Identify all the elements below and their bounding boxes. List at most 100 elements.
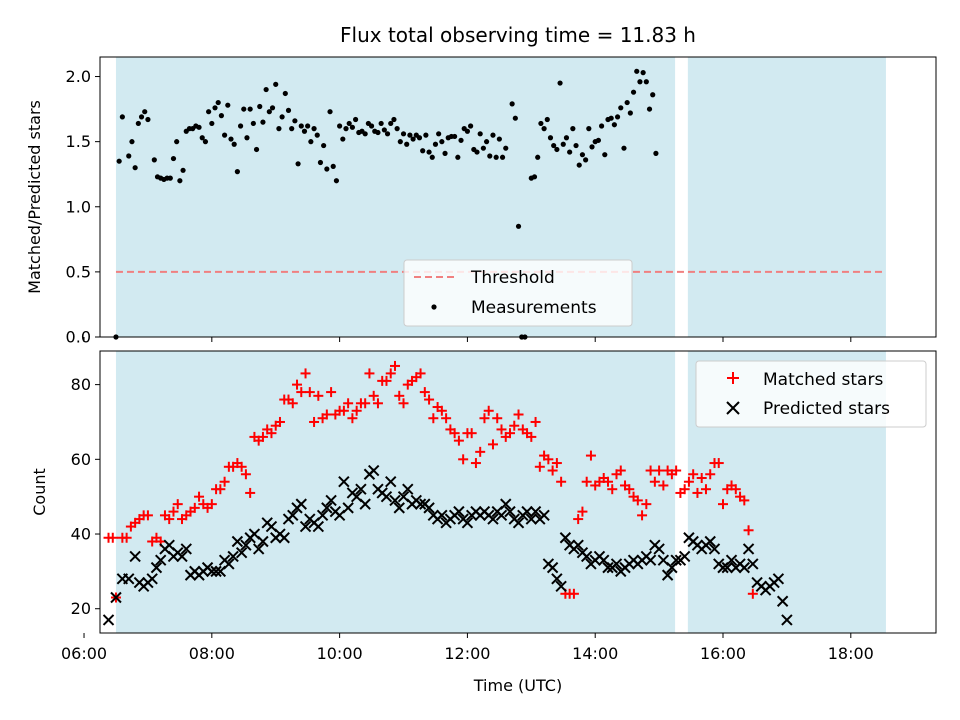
measurement-point <box>295 161 301 167</box>
measurement-point <box>576 162 582 168</box>
measurement-point <box>305 123 311 129</box>
matched-star-point <box>739 495 750 506</box>
measurement-point <box>420 148 426 154</box>
measurement-point <box>269 105 276 111</box>
predicted-star-point <box>287 509 299 522</box>
measurement-point <box>538 120 544 127</box>
matched-star-point <box>372 398 383 409</box>
matched-star-point <box>296 387 307 398</box>
predicted-star-point <box>555 580 567 593</box>
measurement-point <box>222 132 228 138</box>
matched-star-point <box>347 413 358 424</box>
measurement-point <box>321 142 327 149</box>
measurement-point <box>180 167 186 173</box>
predicted-star-point <box>495 509 508 522</box>
measurement-point <box>634 68 640 74</box>
matched-star-point <box>513 409 524 420</box>
predicted-star-point <box>380 490 393 503</box>
measurement-point <box>439 139 445 145</box>
measurement-point <box>206 109 212 115</box>
matched-star-point <box>641 499 652 510</box>
predicted-star-point <box>299 520 312 533</box>
predicted-star-point <box>776 595 789 607</box>
measurement-point <box>416 135 423 141</box>
predicted-star-point <box>359 498 371 510</box>
measurement-point <box>247 106 253 112</box>
predicted-star-point <box>708 543 721 555</box>
measurement-point <box>621 145 627 151</box>
measurement-point <box>611 122 617 128</box>
matched-star-point <box>581 476 592 487</box>
measurement-point <box>167 175 173 181</box>
measurement-point <box>142 109 148 115</box>
bottom-y-tick-label: 80 <box>71 375 91 394</box>
matched-star-point <box>168 506 179 517</box>
measurement-point <box>640 70 646 76</box>
shaded-interval-2 <box>687 57 886 337</box>
matched-star-point <box>547 465 558 476</box>
matched-star-point <box>649 476 660 487</box>
predicted-star-point <box>436 509 448 522</box>
measurement-point <box>257 103 263 110</box>
measurement-point <box>608 115 614 121</box>
top-y-tick-label: 1.0 <box>66 197 91 216</box>
measurement-point <box>547 135 554 141</box>
matched-star-point <box>360 398 371 409</box>
matched-star-point <box>679 484 690 495</box>
measurement-point <box>132 165 138 171</box>
matched-legend-label: Matched stars <box>763 370 883 390</box>
predicted-star-point <box>772 573 785 585</box>
measurement-point <box>282 90 288 97</box>
predicted-star-point <box>316 509 329 522</box>
matched-star-point <box>479 413 490 424</box>
measurement-point <box>509 101 515 107</box>
matched-star-point <box>688 469 699 480</box>
top-y-tick-label: 0.0 <box>66 328 91 347</box>
measurement-point <box>362 131 368 137</box>
matched-star-point <box>381 375 392 386</box>
predicted-star-point <box>653 543 665 555</box>
top-y-axis-label: Matched/Predicted stars <box>25 100 44 294</box>
matched-legend-marker <box>727 372 739 384</box>
measurement-point <box>570 126 576 132</box>
predicted-star-point <box>338 476 350 488</box>
measurement-point <box>145 116 151 123</box>
measurement-point <box>573 142 579 149</box>
predicted-star-point <box>742 543 755 555</box>
predicted-star-point <box>235 546 248 559</box>
matched-star-point <box>313 390 324 401</box>
matched-star-point <box>743 525 754 536</box>
predicted-star-point <box>240 539 252 551</box>
matched-star-point <box>424 394 435 405</box>
measurement-point <box>391 116 397 123</box>
measurement-point <box>324 166 330 172</box>
predicted-star-point <box>546 561 559 574</box>
measurement-point <box>602 152 608 158</box>
measurement-point <box>429 154 435 160</box>
matched-star-point <box>713 458 724 469</box>
matched-star-point <box>172 499 183 510</box>
matched-star-point <box>487 439 498 450</box>
bottom-axes-frame <box>99 350 937 634</box>
matched-star-point <box>551 458 562 469</box>
bottom-y-axis-label: Count <box>30 468 49 516</box>
predicted-star-point <box>551 573 563 585</box>
measurement-point <box>388 120 394 127</box>
matched-star-point <box>543 454 554 465</box>
matched-star-point <box>240 469 251 480</box>
measurement-point <box>212 105 218 111</box>
matched-star-point <box>121 532 132 543</box>
predicted-star-point <box>661 569 674 581</box>
predicted-star-point <box>389 494 401 507</box>
predicted-star-point <box>559 532 572 544</box>
matched-star-point <box>577 506 588 517</box>
measurement-point <box>266 109 272 115</box>
matched-star-point <box>206 499 217 510</box>
measurement-point <box>301 128 308 134</box>
predicted-star-point <box>342 502 354 514</box>
predicted-star-point <box>504 505 516 518</box>
matched-star-point <box>607 484 618 495</box>
predicted-star-point <box>150 561 163 574</box>
predicted-star-point <box>176 550 188 563</box>
